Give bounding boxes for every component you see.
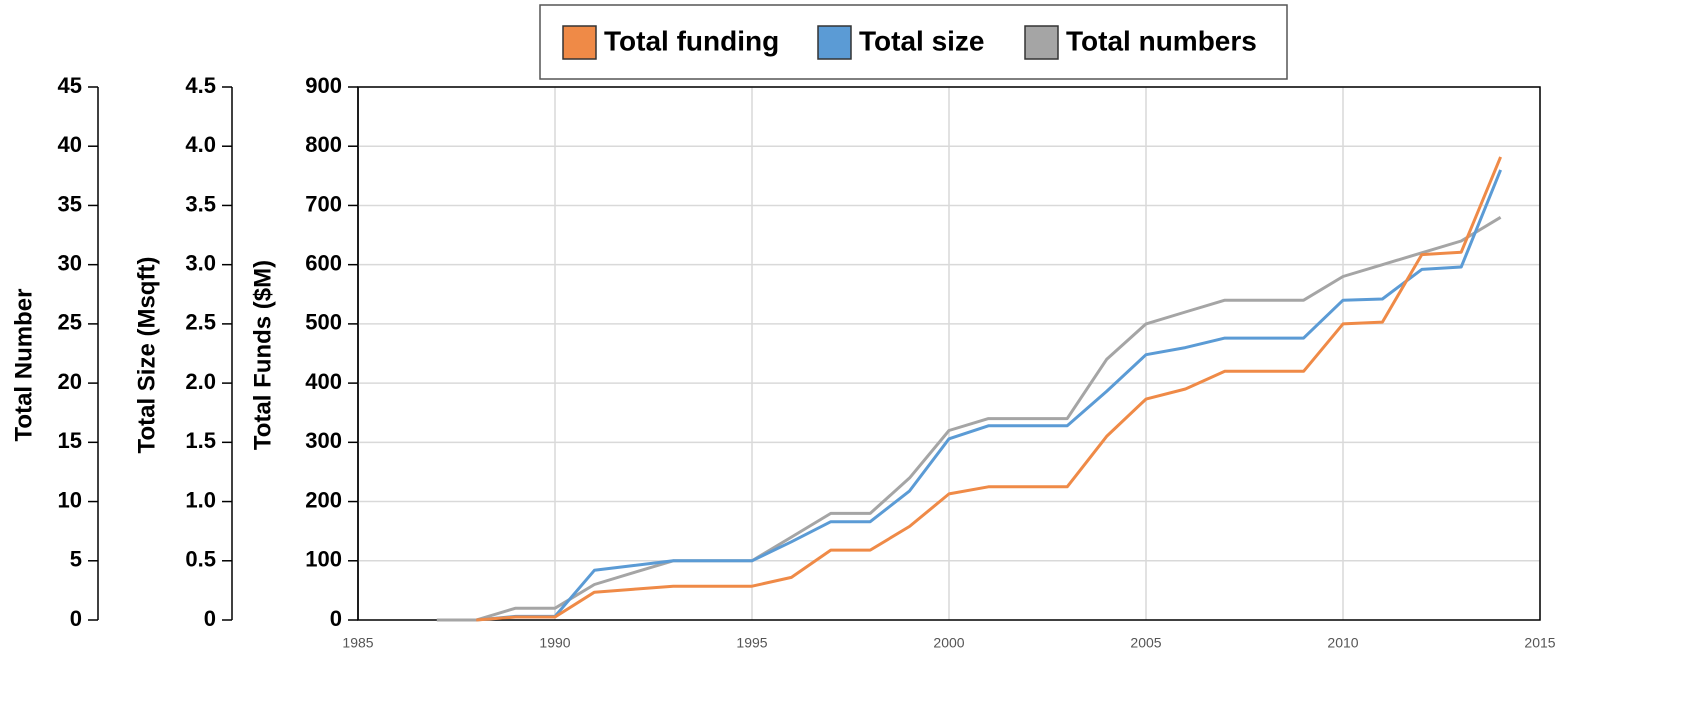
y-tick-label: 200 bbox=[305, 487, 342, 512]
legend-label: Total size bbox=[859, 25, 985, 56]
legend-swatch bbox=[1024, 25, 1059, 60]
series-line bbox=[476, 156, 1502, 622]
y-axis-title: Total Funds ($M) bbox=[249, 260, 276, 450]
legend-swatch bbox=[562, 25, 597, 60]
y-tick-label: 400 bbox=[305, 369, 342, 394]
y-tick-label: 700 bbox=[305, 191, 342, 216]
y-tick-label: 300 bbox=[305, 428, 342, 453]
y2-tick-label: 2.0 bbox=[185, 369, 216, 394]
series-line bbox=[436, 216, 1502, 622]
y3-axis-title: Total Number bbox=[10, 289, 37, 442]
y-tick-label: 900 bbox=[305, 73, 342, 98]
y3-tick-label: 35 bbox=[58, 191, 82, 216]
x-tick-label: 1985 bbox=[342, 635, 373, 651]
y3-tick-label: 10 bbox=[58, 487, 82, 512]
legend-box bbox=[539, 4, 1288, 80]
y3-tick-label: 15 bbox=[58, 428, 82, 453]
y-tick-label: 0 bbox=[330, 606, 342, 631]
x-tick-label: 2010 bbox=[1327, 635, 1358, 651]
y3-tick-label: 30 bbox=[58, 250, 82, 275]
series-line bbox=[476, 169, 1502, 622]
y2-tick-label: 4.5 bbox=[185, 73, 216, 98]
y3-tick-label: 25 bbox=[58, 310, 82, 335]
y3-tick-label: 45 bbox=[58, 73, 82, 98]
x-tick-label: 2005 bbox=[1130, 635, 1161, 651]
y2-tick-label: 1.5 bbox=[185, 428, 216, 453]
y2-tick-label: 1.0 bbox=[185, 487, 216, 512]
y3-tick-label: 5 bbox=[70, 547, 82, 572]
y2-axis-title: Total Size (Msqft) bbox=[133, 257, 160, 454]
y2-tick-label: 4.0 bbox=[185, 132, 216, 157]
y2-tick-label: 2.5 bbox=[185, 310, 216, 335]
x-tick-label: 1990 bbox=[539, 635, 570, 651]
x-tick-label: 1995 bbox=[736, 635, 767, 651]
y3-tick-label: 40 bbox=[58, 132, 82, 157]
y-tick-label: 100 bbox=[305, 547, 342, 572]
y2-tick-label: 0 bbox=[204, 606, 216, 631]
x-tick-label: 2015 bbox=[1524, 635, 1555, 651]
legend-swatch bbox=[817, 25, 852, 60]
y3-tick-label: 20 bbox=[58, 369, 82, 394]
y2-tick-label: 3.5 bbox=[185, 191, 216, 216]
plot-frame bbox=[357, 86, 1541, 621]
legend-label: Total numbers bbox=[1066, 25, 1257, 56]
y-tick-label: 800 bbox=[305, 132, 342, 157]
y2-tick-label: 0.5 bbox=[185, 547, 216, 572]
y-tick-label: 600 bbox=[305, 250, 342, 275]
y-tick-label: 500 bbox=[305, 310, 342, 335]
legend-label: Total funding bbox=[604, 25, 779, 56]
x-tick-label: 2000 bbox=[933, 635, 964, 651]
y2-tick-label: 3.0 bbox=[185, 250, 216, 275]
y3-tick-label: 0 bbox=[70, 606, 82, 631]
